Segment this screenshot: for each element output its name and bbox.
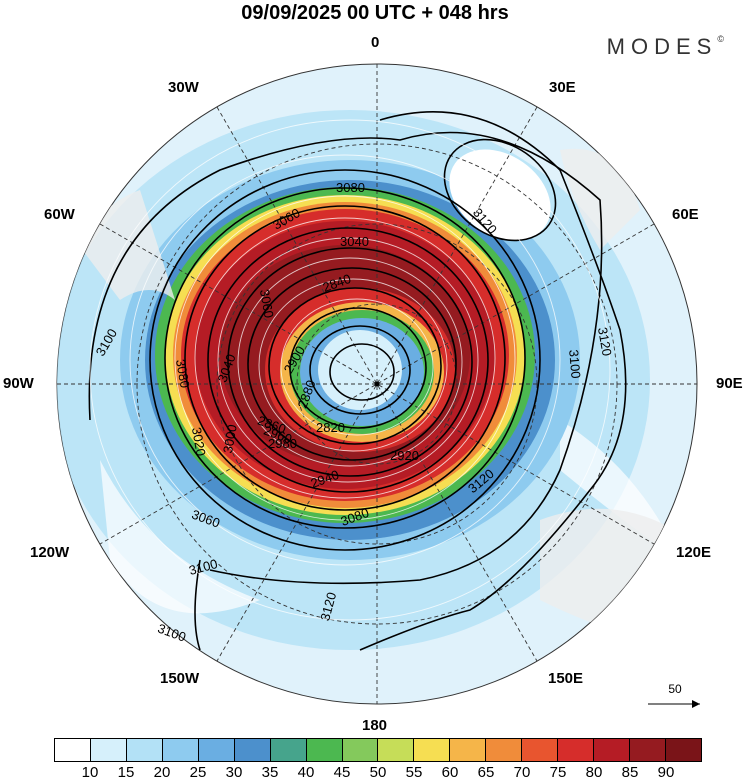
colorbar-bin	[450, 739, 487, 761]
lon-label-30e: 30E	[549, 79, 576, 96]
colorbar-bin	[378, 739, 415, 761]
contour-label: 3120	[595, 326, 615, 357]
lon-label-90e: 90E	[716, 375, 743, 392]
colorbar-bin	[414, 739, 451, 761]
colorbar-tick-label: 40	[297, 764, 315, 781]
contour-label: 2980	[268, 436, 297, 451]
lon-label-0: 0	[371, 34, 380, 51]
colorbar-tick-label: 10	[81, 764, 99, 781]
brand-logo: MODES©	[607, 34, 724, 60]
colorbar-bin	[594, 739, 630, 761]
colorbar-tick-label: 90	[657, 764, 675, 781]
colorbar-tick-label: 75	[549, 764, 567, 781]
lon-label-150w: 150W	[160, 670, 200, 687]
colorbar-tick-label: 20	[153, 764, 171, 781]
colorbar-tick-label: 85	[621, 764, 639, 781]
height-contours	[88, 111, 627, 651]
lon-label-60w: 60W	[44, 206, 75, 223]
lon-label-60e: 60E	[672, 206, 699, 223]
colorbar-bin	[558, 739, 595, 761]
graticule	[57, 64, 697, 704]
colorbar-tick-label: 50	[369, 764, 387, 781]
lon-label-150e: 150E	[548, 670, 584, 687]
colorbar-tick-label: 65	[477, 764, 495, 781]
contour-label: 3100	[187, 556, 219, 578]
contour-label: 2920	[390, 448, 419, 463]
brand-text: MODES	[606, 34, 718, 59]
colorbar-bin	[126, 739, 163, 761]
vector-reference-label: 50	[668, 682, 682, 696]
wind-streamlines	[89, 119, 611, 621]
wind-shade-outer-gap	[100, 460, 260, 614]
vector-reference: 50	[640, 682, 710, 712]
colorbar-tick-label: 55	[405, 764, 423, 781]
colorbar-tick-label: 25	[189, 764, 207, 781]
colorbar-bin	[162, 739, 199, 761]
lon-label-120e: 120E	[676, 544, 712, 561]
contour-label: 3100	[566, 349, 583, 379]
contour-label: 3080	[336, 180, 365, 195]
lon-label-120w: 120W	[30, 544, 70, 561]
colorbar-bin	[198, 739, 235, 761]
colorbar-tick-label: 70	[513, 764, 531, 781]
brand-mark: ©	[717, 34, 724, 44]
colorbar-bin	[665, 739, 701, 761]
colorbar-bin	[270, 739, 307, 761]
lon-label-30w: 30W	[168, 79, 199, 96]
vector-reference-arrowhead	[692, 700, 700, 708]
colorbar-labels: 10 15 20 25 30 35 40 45 50 55 60 65 70 75 80 85 90	[54, 764, 702, 782]
forecast-title: 09/09/2025 00 UTC + 048 hrs	[241, 2, 509, 24]
lon-label-180: 180	[362, 717, 388, 734]
contour-label: 3020	[189, 426, 209, 457]
colorbar-tick-label: 35	[261, 764, 279, 781]
colorbar-bin	[306, 739, 343, 761]
colorbar-bin	[342, 739, 379, 761]
colorbar-tick-label: 15	[117, 764, 135, 781]
colorbar-tick-label: 45	[333, 764, 351, 781]
contour-label: 3080	[173, 358, 193, 389]
colorbar-bin	[55, 739, 91, 761]
colorbar-bin	[234, 739, 271, 761]
colorbar-bin	[486, 739, 523, 761]
pole-marker	[374, 381, 380, 387]
contour-label: 3000	[220, 423, 240, 454]
contour-label: 2820	[316, 420, 345, 435]
colorbar-tick-label: 80	[585, 764, 603, 781]
colorbar-bin	[522, 739, 559, 761]
contour-label: 3040	[340, 234, 369, 249]
colorbar-bin	[90, 739, 127, 761]
contour-label: 3060	[257, 288, 277, 319]
contour-label: 3120	[317, 591, 339, 623]
colorbar-tick-label: 30	[225, 764, 243, 781]
colorbar-tick-label: 60	[441, 764, 459, 781]
colorbar-bin	[630, 739, 666, 761]
lon-label-90w: 90W	[3, 375, 34, 392]
colorbar	[54, 738, 702, 762]
